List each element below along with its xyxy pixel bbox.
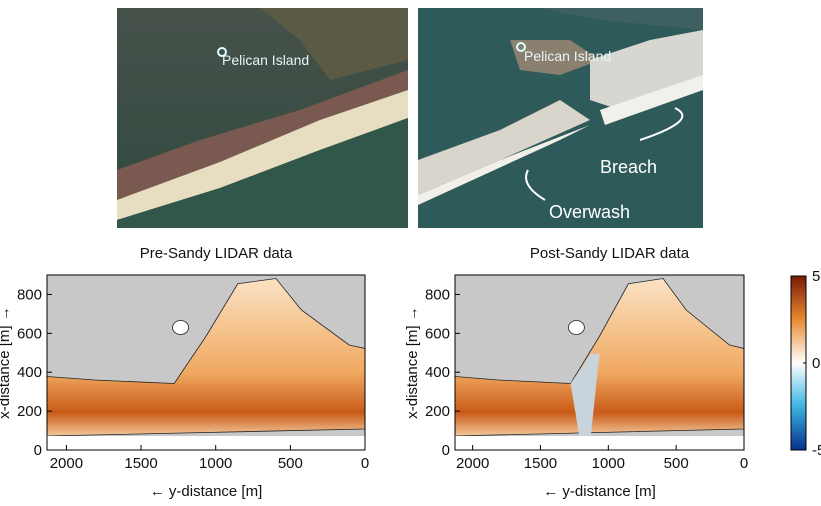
image-label: Overwash [549, 202, 630, 222]
figure: Pelican Island Pelican Island Breach Ove… [0, 0, 821, 501]
y-tick-label: 0 [442, 442, 450, 459]
island-contour [173, 321, 189, 335]
chart-title: Pre-Sandy LIDAR data [140, 245, 293, 262]
beach-strip [47, 436, 365, 450]
y-axis-label: x-distance [m] → [0, 306, 13, 419]
x-tick-label: 2000 [50, 455, 83, 472]
x-tick-label: 1500 [524, 455, 557, 472]
y-tick-label: 400 [425, 364, 450, 381]
satellite-image-pre: Pelican Island [117, 8, 408, 228]
x-tick-label: 1000 [199, 455, 232, 472]
y-tick-label: 800 [17, 286, 42, 303]
y-tick-label: 600 [425, 325, 450, 342]
x-axis-label: ← y-distance [m] [543, 483, 656, 500]
satellite-image-post: Pelican Island Breach Overwash [418, 8, 703, 228]
beach-strip [455, 436, 744, 450]
x-tick-label: 500 [664, 455, 689, 472]
y-tick-label: 600 [17, 325, 42, 342]
image-label: Breach [600, 157, 657, 177]
x-tick-label: 0 [361, 455, 369, 472]
x-tick-label: 1000 [592, 455, 625, 472]
image-label: Pelican Island [524, 48, 611, 64]
colorbar-tick-label: -5 [812, 442, 821, 459]
colorbar-tick-label: 5 [812, 268, 820, 285]
x-tick-label: 2000 [456, 455, 489, 472]
x-axis-label: ← y-distance [m] [150, 483, 263, 500]
image-label: Pelican Island [222, 52, 309, 68]
x-tick-label: 1500 [124, 455, 157, 472]
island-contour [568, 321, 584, 335]
y-tick-label: 0 [34, 442, 42, 459]
chart-title: Post-Sandy LIDAR data [530, 245, 690, 262]
y-tick-label: 200 [17, 403, 42, 420]
y-tick-label: 400 [17, 364, 42, 381]
colorbar-tick-label: 0 [812, 355, 820, 372]
x-tick-label: 500 [278, 455, 303, 472]
y-tick-label: 200 [425, 403, 450, 420]
x-tick-label: 0 [740, 455, 748, 472]
y-axis-label: x-distance [m] → [404, 306, 421, 419]
y-tick-label: 800 [425, 286, 450, 303]
